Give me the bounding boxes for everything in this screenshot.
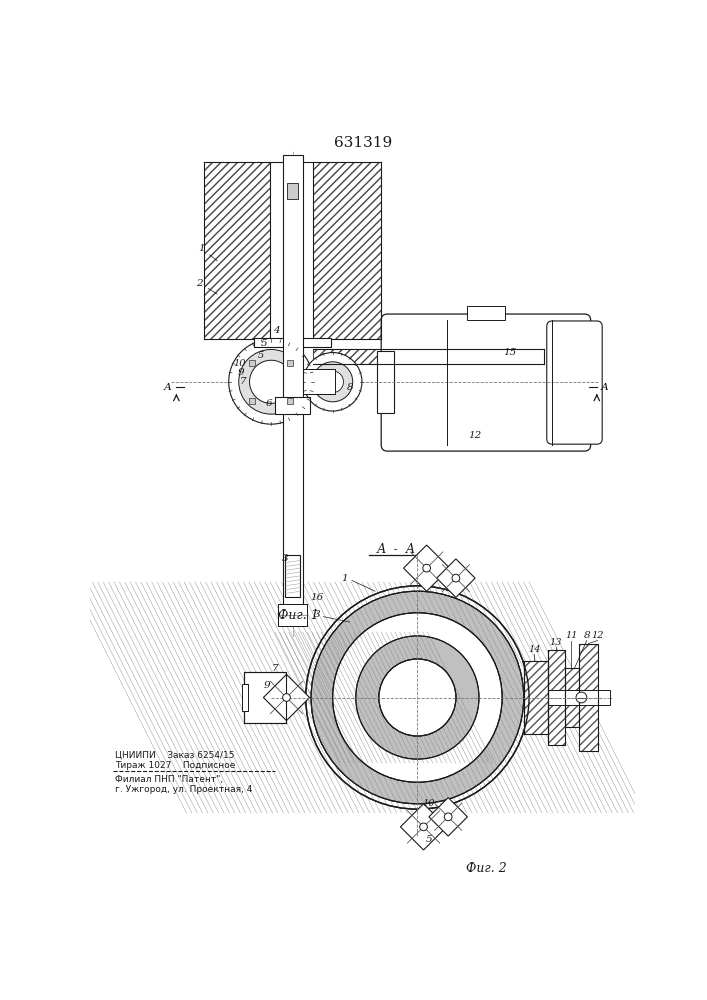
Text: Филиал ПНП "Патент",: Филиал ПНП "Патент", [115, 775, 223, 784]
Text: 5: 5 [258, 351, 264, 360]
Bar [254, 338, 331, 347]
Bar [313, 162, 381, 339]
Text: 4: 4 [273, 326, 280, 335]
Circle shape [333, 613, 502, 782]
Text: 5: 5 [261, 339, 267, 348]
FancyBboxPatch shape [381, 314, 590, 451]
Text: 10: 10 [423, 799, 436, 808]
Text: 13: 13 [550, 638, 562, 647]
Circle shape [379, 659, 456, 736]
Text: Тираж 1027    Подписное: Тираж 1027 Подписное [115, 761, 235, 770]
Text: ЦНИИПИ    Заказ 6254/15: ЦНИИПИ Заказ 6254/15 [115, 751, 234, 760]
Circle shape [452, 574, 460, 582]
Bar [287, 398, 293, 404]
Bar [287, 360, 293, 366]
Text: Фиг. 1: Фиг. 1 [278, 609, 318, 622]
Circle shape [239, 349, 303, 414]
Bar [204, 162, 269, 339]
Polygon shape [429, 798, 467, 836]
Text: 16: 16 [310, 593, 324, 602]
FancyBboxPatch shape [547, 321, 602, 444]
Bar [549, 650, 565, 745]
Bar [524, 661, 549, 734]
Polygon shape [404, 545, 450, 591]
Circle shape [576, 692, 587, 703]
Text: 8: 8 [583, 631, 590, 640]
Bar [579, 644, 597, 751]
Bar [549, 690, 610, 705]
Text: 631319: 631319 [334, 136, 392, 150]
Bar [287, 183, 298, 199]
Bar [244, 672, 286, 723]
Text: 10: 10 [233, 359, 246, 368]
Bar [285, 555, 300, 597]
Text: 2: 2 [197, 279, 217, 294]
Bar [242, 684, 248, 711]
Polygon shape [264, 674, 310, 721]
Circle shape [312, 362, 353, 402]
Polygon shape [400, 804, 447, 850]
Bar [278, 604, 308, 626]
Bar [249, 398, 255, 404]
Circle shape [305, 586, 529, 809]
Text: 12: 12 [591, 631, 604, 640]
Bar [244, 672, 286, 723]
Bar [565, 668, 579, 727]
Bar [524, 661, 549, 734]
Bar [549, 650, 565, 745]
Circle shape [303, 353, 362, 411]
Bar [579, 644, 597, 751]
Text: 12: 12 [469, 431, 481, 440]
Text: А  -  А: А - А [377, 543, 416, 556]
Circle shape [250, 360, 293, 403]
Text: 9: 9 [264, 681, 271, 690]
Text: 14: 14 [528, 645, 541, 654]
Bar [565, 668, 579, 727]
Bar [288, 369, 335, 394]
Text: 1: 1 [341, 574, 348, 583]
Text: 15: 15 [503, 348, 516, 357]
Text: 3: 3 [281, 554, 288, 563]
Text: 7: 7 [239, 377, 246, 386]
Bar [283, 155, 303, 605]
Text: 6: 6 [265, 399, 272, 408]
Text: г. Ужгород, ул. Проектная, 4: г. Ужгород, ул. Проектная, 4 [115, 785, 252, 794]
Circle shape [333, 613, 502, 782]
Polygon shape [437, 559, 475, 597]
Bar [378, 351, 395, 413]
Polygon shape [278, 605, 308, 622]
Text: 11: 11 [565, 631, 578, 640]
Text: 9: 9 [238, 368, 245, 377]
Text: 5: 5 [426, 835, 432, 844]
Bar [249, 360, 255, 366]
Text: А: А [164, 383, 172, 392]
Text: 1: 1 [198, 244, 217, 261]
Bar [275, 397, 310, 414]
Circle shape [420, 823, 428, 831]
Bar [244, 672, 286, 723]
Bar [269, 162, 313, 339]
Circle shape [322, 371, 344, 393]
Text: 3: 3 [314, 610, 320, 619]
Text: 7: 7 [271, 664, 279, 673]
Bar [467, 306, 506, 320]
Circle shape [229, 339, 313, 424]
Circle shape [444, 813, 452, 821]
Text: Фиг. 2: Фиг. 2 [467, 862, 507, 875]
Circle shape [423, 564, 431, 572]
Bar [313, 349, 544, 364]
Circle shape [283, 694, 291, 701]
Text: 8: 8 [347, 383, 354, 392]
Text: А: А [601, 383, 609, 392]
Circle shape [311, 591, 524, 804]
